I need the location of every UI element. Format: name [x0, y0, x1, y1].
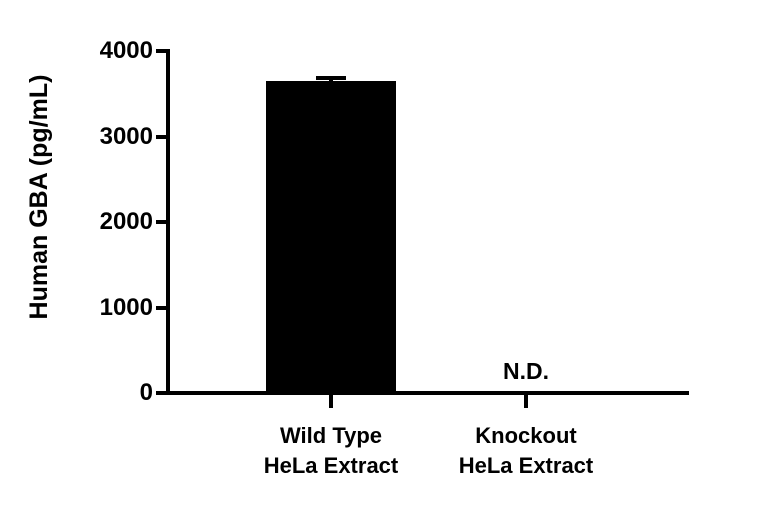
y-tick-label: 1000: [99, 294, 153, 321]
nd-label: N.D.: [503, 358, 549, 384]
y-tick-label: 3000: [99, 123, 153, 150]
x-tick: [524, 395, 528, 408]
y-tick-label: 0: [139, 379, 153, 406]
y-tick-label: 4000: [99, 37, 153, 64]
x-tick: [329, 395, 333, 408]
y-tick: [156, 49, 166, 53]
x-category-label: Knockout HeLa Extract: [416, 421, 636, 481]
y-tick-label: 2000: [99, 208, 153, 235]
y-axis-line: [166, 49, 170, 395]
x-category-label-line: Wild Type: [279, 423, 383, 448]
y-tick: [156, 306, 166, 310]
x-axis-line: [166, 391, 689, 395]
y-tick: [156, 135, 166, 139]
error-bar-cap: [316, 76, 346, 80]
x-category-label-line: HeLa Extract: [263, 453, 399, 478]
x-category-label-line: HeLa Extract: [458, 453, 594, 478]
y-tick: [156, 391, 166, 395]
x-category-label: Wild Type HeLa Extract: [221, 421, 441, 481]
y-tick: [156, 220, 166, 224]
x-category-label-line: Knockout: [475, 423, 577, 448]
bar-wild-type: [266, 81, 396, 393]
error-bar-stem: [329, 78, 333, 87]
